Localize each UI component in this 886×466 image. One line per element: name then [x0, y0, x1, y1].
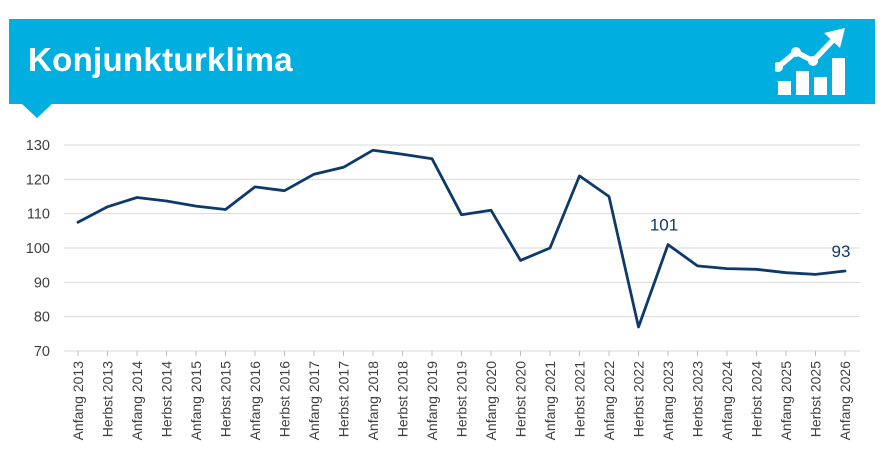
series-line	[76, 148, 847, 329]
x-tick-label: Anfang 2014	[129, 361, 145, 441]
x-tick-label: Anfang 2020	[483, 361, 499, 441]
y-tick-label: 90	[34, 275, 50, 291]
data-label: 93	[832, 242, 851, 261]
x-tick-label: Anfang 2016	[247, 361, 263, 441]
x-tick-label: Anfang 2026	[837, 361, 853, 441]
header-banner: Konjunkturklima	[9, 19, 875, 104]
x-axis: Anfang 2013 Herbst 2013 Anfang 2014 Herbst …	[70, 351, 853, 440]
x-tick-label: Anfang 2019	[424, 361, 440, 441]
x-tick-label: Anfang 2022	[601, 361, 617, 441]
x-tick-label: Anfang 2013	[70, 361, 86, 441]
x-tick-label: Herbst 2017	[336, 361, 352, 437]
x-tick-label: Herbst 2016	[277, 361, 293, 437]
x-tick-label: Anfang 2023	[660, 361, 676, 441]
x-tick-label: Anfang 2025	[778, 361, 794, 441]
y-tick-label: 70	[34, 344, 50, 360]
x-tick-label: Anfang 2018	[365, 361, 381, 441]
y-tick-label: 130	[26, 138, 50, 154]
x-tick-label: Herbst 2019	[454, 361, 470, 437]
gridlines	[64, 144, 860, 352]
x-tick-label: Herbst 2022	[631, 361, 647, 437]
x-tick-label: Herbst 2020	[513, 361, 529, 437]
data-label: 101	[650, 216, 678, 235]
y-tick-label: 120	[26, 172, 50, 188]
x-tick-label: Herbst 2021	[572, 361, 588, 437]
y-tick-label: 110	[27, 207, 50, 223]
x-tick-label: Herbst 2015	[218, 361, 234, 437]
line-chart: 70 80 90 100 110 120 130 Anfang 2013 Herbst 201…	[26, 138, 860, 440]
x-tick-label: Anfang 2017	[306, 361, 322, 441]
x-tick-label: Herbst 2014	[159, 361, 175, 437]
x-tick-label: Anfang 2024	[719, 361, 735, 441]
x-tick-label: Herbst 2023	[690, 361, 706, 437]
chart-title: Konjunkturklima	[28, 41, 293, 78]
x-tick-label: Anfang 2021	[542, 361, 558, 441]
x-tick-label: Anfang 2015	[188, 361, 204, 441]
x-tick-label: Herbst 2024	[749, 361, 765, 437]
data-labels: 101 93	[650, 216, 851, 261]
x-tick-label: Herbst 2013	[100, 361, 116, 437]
header-notch	[22, 104, 52, 118]
y-tick-label: 80	[34, 310, 50, 326]
x-tick-label: Herbst 2018	[395, 361, 411, 437]
y-tick-label: 100	[26, 241, 50, 257]
growth-chart-icon	[775, 28, 845, 95]
x-tick-label: Herbst 2025	[808, 361, 824, 437]
y-axis: 70 80 90 100 110 120 130	[26, 138, 50, 360]
